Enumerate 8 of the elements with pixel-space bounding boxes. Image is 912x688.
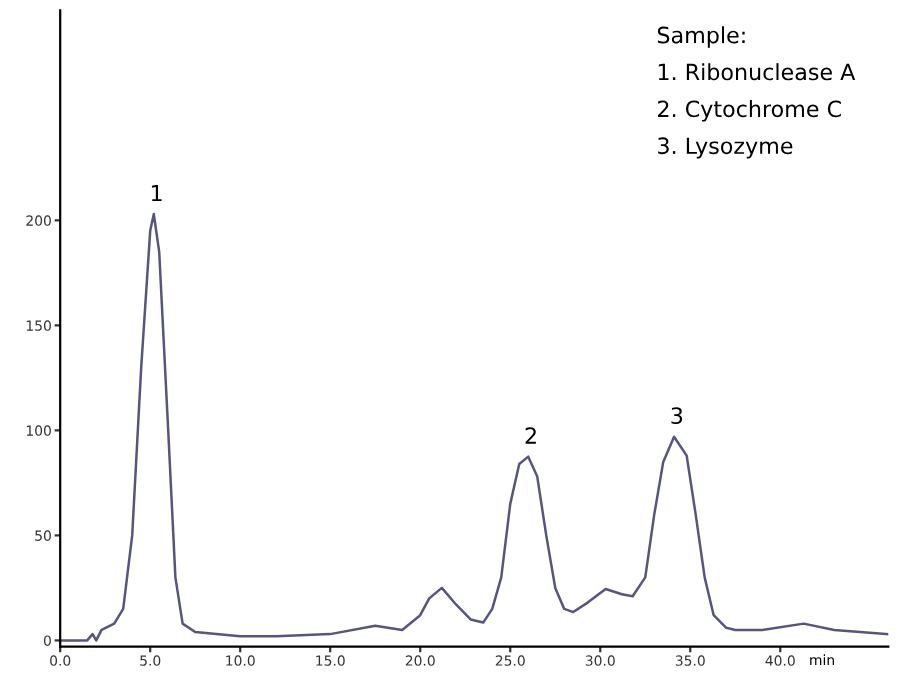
annotation: Sample: xyxy=(657,26,745,48)
annotation: 3 xyxy=(671,407,683,425)
annotation: 1. Ribonuclease A xyxy=(658,63,856,81)
annotation: 2 xyxy=(525,427,536,444)
annotation: 3. Lysozyme xyxy=(658,137,793,159)
annotation: 2. Cytochrome C xyxy=(658,100,841,122)
line-series xyxy=(60,212,889,642)
annotation: 1 xyxy=(151,184,162,202)
